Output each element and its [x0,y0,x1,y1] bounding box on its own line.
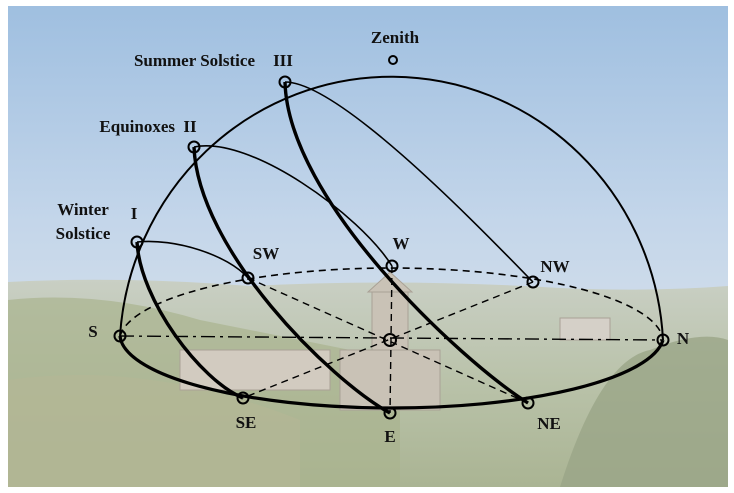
summer-numeral: III [273,51,293,70]
summer-label: Summer Solstice [134,51,255,70]
equinox-path-front [192,146,391,415]
point-n [656,333,670,347]
zenith-label: Zenith [371,28,420,47]
equinox-label: Equinoxes [99,117,175,136]
label-n: N [677,329,690,348]
sw-ne-line [247,277,529,404]
dome-outline [119,75,664,341]
zenith-point [388,55,398,65]
point-s [113,329,127,343]
point-ii [187,140,201,154]
winter-path-front [135,241,244,400]
point-w [385,259,399,273]
point-iii [278,75,292,89]
label-s: S [88,322,97,341]
equinox-path-back [193,145,393,267]
center-point [383,333,397,347]
label-ne: NE [537,414,561,433]
nw-se-line [242,281,534,399]
w-e-line [389,265,393,414]
label-se: SE [236,413,257,432]
label-w: W [393,234,410,253]
point-nw [526,275,540,289]
label-e: E [384,427,395,446]
point-sw [241,271,255,285]
point-ne [521,396,535,410]
horizon-back [119,267,664,341]
winter-label-line2: Solstice [56,224,111,243]
point-i [130,235,144,249]
summer-path-front [283,81,529,405]
labels: Zenith Summer Solstice III Equinoxes II … [56,28,690,446]
summer-path-back [284,81,534,283]
label-nw: NW [540,257,569,276]
celestial-dome [118,75,665,415]
winter-path-back [136,240,249,279]
background-photo [8,6,728,487]
winter-label-line1: Winter [57,200,109,219]
label-sw: SW [253,244,279,263]
equinox-numeral: II [183,117,197,136]
point-e [383,406,397,420]
points [113,55,670,420]
winter-numeral: I [131,204,138,223]
point-se [236,391,250,405]
